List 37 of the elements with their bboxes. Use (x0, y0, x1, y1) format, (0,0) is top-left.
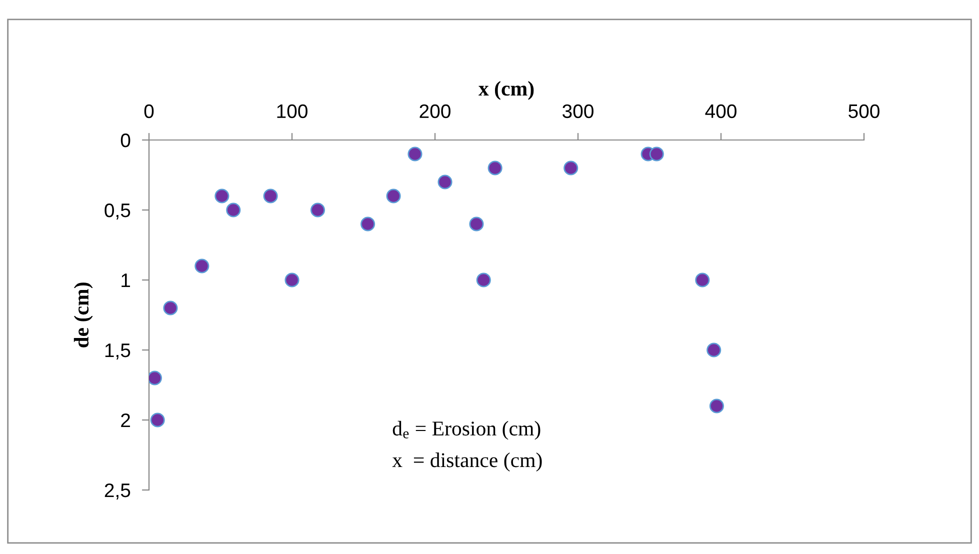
y-axis-title: de (cm) (74, 282, 93, 348)
annotation: x = distance (cm) (392, 452, 542, 472)
x-tick-label: 400 (705, 104, 736, 118)
point (469, 216, 484, 232)
x-tick-label: 300 (562, 104, 594, 118)
point (709, 398, 724, 414)
y-tick-label: 1,5 (105, 344, 130, 360)
y-tick-label: 0,5 (104, 203, 130, 220)
point (649, 146, 664, 162)
point (310, 202, 326, 218)
point (163, 300, 178, 316)
x-tick-label: 500 (848, 104, 880, 118)
point (386, 188, 401, 204)
x-tick-label: 100 (277, 104, 308, 118)
x-tick-label: 0 (144, 104, 154, 118)
point (150, 412, 165, 428)
point (263, 188, 278, 204)
point (149, 370, 162, 386)
point (476, 272, 491, 288)
x-tick-label: 200 (420, 104, 450, 118)
point (360, 216, 376, 232)
annotation: d$_{e}$ = Erosion (cm) (392, 420, 540, 440)
y-tick-label: 0 (120, 133, 130, 148)
point (706, 342, 722, 358)
y-tick-label: 1 (122, 274, 130, 288)
y-tick-label: 2,5 (104, 483, 130, 500)
point (226, 202, 241, 218)
point (284, 272, 300, 288)
point (408, 146, 422, 162)
point (194, 258, 210, 274)
point (564, 160, 578, 176)
point (695, 272, 710, 288)
point (214, 188, 230, 204)
y-tick-label: 2 (121, 413, 130, 428)
point (438, 174, 452, 190)
x-axis-title: x (cm) (478, 81, 534, 100)
point (488, 160, 502, 176)
